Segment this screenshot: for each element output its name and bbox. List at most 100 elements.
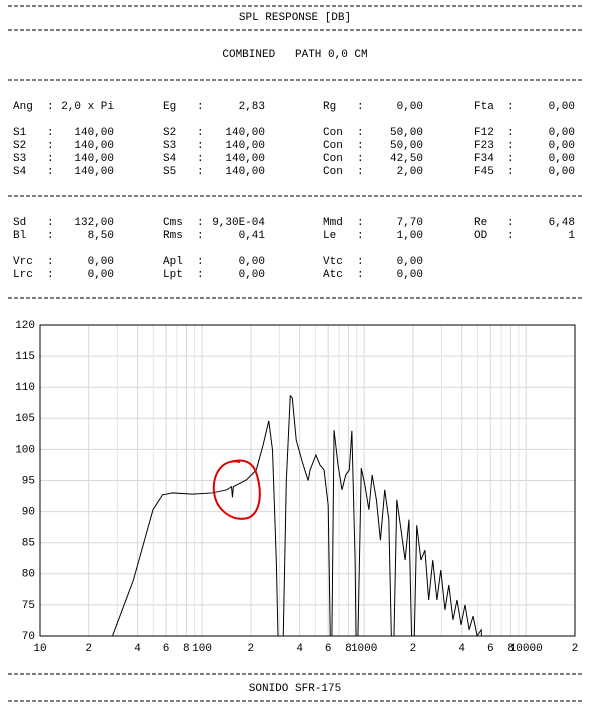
y-tick-label: 105 (15, 413, 35, 425)
param-colon: : (197, 153, 204, 165)
param-value: 0,00 (239, 269, 265, 281)
param-label: Mmd (323, 217, 343, 229)
grid (39, 324, 576, 637)
x-tick-label: 1000 (351, 643, 377, 655)
param-label: S4 (13, 166, 27, 178)
param-label: OD (474, 230, 488, 242)
param-colon: : (357, 153, 364, 165)
param-value: 0,00 (397, 269, 423, 281)
title: SPL RESPONSE [DB] (239, 12, 351, 24)
x-tick-label: 2 (410, 643, 417, 655)
x-tick-label: 10000 (510, 643, 543, 655)
param-value: 0,00 (88, 269, 114, 281)
param-value: 140,00 (74, 166, 114, 178)
param-colon: : (197, 101, 204, 113)
param-colon: : (507, 166, 514, 178)
param-value: 2,0 x Pi (61, 101, 114, 113)
param-label: F23 (474, 140, 494, 152)
param-colon: : (47, 256, 54, 268)
y-tick-label: 100 (15, 444, 35, 456)
param-label: Bl (13, 230, 26, 242)
y-tick-label: 70 (22, 631, 35, 643)
param-value: 140,00 (225, 127, 265, 139)
y-tick-label: 95 (22, 475, 35, 487)
param-colon: : (197, 217, 204, 229)
y-tick-label: 115 (15, 351, 35, 363)
param-value: 140,00 (74, 127, 114, 139)
param-label: F34 (474, 153, 494, 165)
plot (112, 394, 482, 636)
param-value: 50,00 (390, 140, 423, 152)
param-label: Ang (13, 101, 33, 113)
param-value: 140,00 (74, 140, 114, 152)
param-label: S3 (13, 153, 26, 165)
param-colon: : (47, 230, 54, 242)
param-colon: : (507, 127, 514, 139)
param-colon: : (197, 256, 204, 268)
param-label: S4 (163, 153, 177, 165)
param-label: S2 (163, 127, 176, 139)
param-label: Con (323, 166, 343, 178)
param-value: 132,00 (74, 217, 114, 229)
y-tick-label: 90 (22, 507, 35, 519)
param-value: 0,00 (549, 127, 575, 139)
param-colon: : (507, 140, 514, 152)
x-tick-label: 2 (248, 643, 255, 655)
x-tick-label: 100 (192, 643, 212, 655)
y-tick-label: 80 (22, 569, 35, 581)
y-tick-label: 75 (22, 600, 35, 612)
param-value: 140,00 (225, 166, 265, 178)
param-value: 9,30E-04 (212, 217, 265, 229)
x-tick-label: 10 (33, 643, 46, 655)
param-value: 140,00 (225, 153, 265, 165)
x-tick-label: 4 (296, 643, 303, 655)
param-label: Le (323, 230, 336, 242)
x-tick-label: 4 (134, 643, 141, 655)
param-label: S5 (163, 166, 176, 178)
param-value: 6,48 (549, 217, 575, 229)
param-value: 0,00 (239, 256, 265, 268)
param-colon: : (197, 127, 204, 139)
param-value: 8,50 (88, 230, 114, 242)
param-colon: : (197, 140, 204, 152)
param-label: S1 (13, 127, 27, 139)
param-value: 1 (568, 230, 575, 242)
response-line (112, 394, 482, 636)
param-label: Lpt (163, 269, 183, 281)
param-colon: : (507, 153, 514, 165)
param-label: Re (474, 217, 487, 229)
param-label: Eg (163, 101, 176, 113)
param-label: Con (323, 140, 343, 152)
param-label: Lrc (13, 269, 33, 281)
param-value: 0,00 (88, 256, 114, 268)
param-label: Rms (163, 230, 183, 242)
param-value: 7,70 (397, 217, 423, 229)
param-colon: : (47, 217, 54, 229)
param-colon: : (47, 127, 54, 139)
param-value: 50,00 (390, 127, 423, 139)
x-tick-label: 2 (85, 643, 92, 655)
param-colon: : (357, 256, 364, 268)
param-value: 0,41 (239, 230, 266, 242)
param-value: 0,00 (549, 140, 575, 152)
y-tick-label: 110 (15, 382, 35, 394)
param-label: S3 (163, 140, 176, 152)
param-label: F45 (474, 166, 494, 178)
x-tick-label: 8 (345, 643, 352, 655)
param-label: Sd (13, 217, 26, 229)
param-label: Atc (323, 269, 343, 281)
param-colon: : (47, 140, 54, 152)
param-value: 42,50 (390, 153, 423, 165)
param-value: 140,00 (225, 140, 265, 152)
param-label: Rg (323, 101, 336, 113)
x-tick-label: 4 (458, 643, 465, 655)
param-colon: : (357, 127, 364, 139)
param-label: F12 (474, 127, 494, 139)
param-colon: : (357, 217, 364, 229)
param-colon: : (197, 166, 204, 178)
param-value: 140,00 (74, 153, 114, 165)
param-colon: : (357, 101, 364, 113)
param-label: Vtc (323, 256, 343, 268)
annotation-circle (212, 459, 261, 520)
